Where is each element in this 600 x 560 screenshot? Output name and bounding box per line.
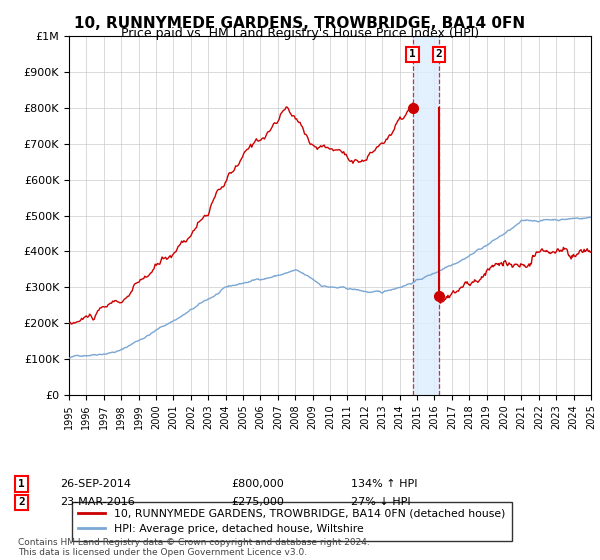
Text: 2: 2 [18,497,25,507]
Text: 23-MAR-2016: 23-MAR-2016 [60,497,135,507]
Text: £275,000: £275,000 [231,497,284,507]
Legend: 10, RUNNYMEDE GARDENS, TROWBRIDGE, BA14 0FN (detached house), HPI: Average price: 10, RUNNYMEDE GARDENS, TROWBRIDGE, BA14 … [72,502,512,541]
Text: 2: 2 [436,49,442,59]
Bar [413,36,439,395]
Text: Contains HM Land Registry data © Crown copyright and database right 2024.
This d: Contains HM Land Registry data © Crown c… [18,538,370,557]
Text: 27% ↓ HPI: 27% ↓ HPI [351,497,410,507]
Text: 1: 1 [409,49,416,59]
Text: £800,000: £800,000 [231,479,284,489]
Text: 26-SEP-2014: 26-SEP-2014 [60,479,131,489]
Text: Price paid vs. HM Land Registry's House Price Index (HPI): Price paid vs. HM Land Registry's House … [121,27,479,40]
Text: 10, RUNNYMEDE GARDENS, TROWBRIDGE, BA14 0FN: 10, RUNNYMEDE GARDENS, TROWBRIDGE, BA14 … [74,16,526,31]
Text: 134% ↑ HPI: 134% ↑ HPI [351,479,418,489]
Text: 1: 1 [18,479,25,489]
